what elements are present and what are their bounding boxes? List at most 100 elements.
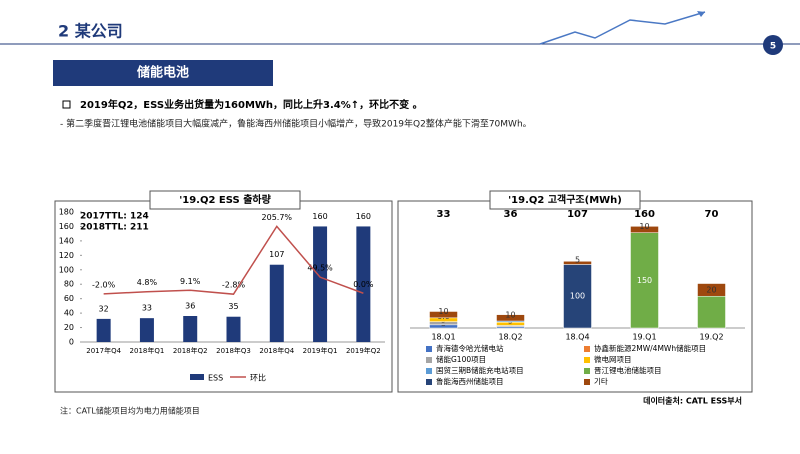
value-label: 4.8% [137,278,158,287]
bar [183,316,198,342]
x-tick-label: 2018年Q2 [173,346,208,355]
legend-swatch [426,357,432,363]
legend-swatch [190,374,204,380]
value-label: 10 [505,310,515,319]
value-label: 35 [228,302,238,311]
value-label: 150 [637,276,652,285]
y-tick-label: 80 [64,280,74,289]
bar-segment [563,261,592,265]
x-tick-label: 2018年Q4 [259,346,294,355]
sub-text: - 第二季度晋江锂电池储能项目大幅度减产，鲁能海西州储能项目小幅增产，导致201… [60,118,532,130]
y-tick-label: 0 [69,338,74,347]
annotation: 2018TTL: 211 [80,223,149,233]
section-title: 2 某公司 [58,22,123,41]
bar-segment [697,295,726,329]
value-label: 10 [639,222,649,231]
page-badge [763,35,783,55]
x-tick-label: 2019年Q1 [303,346,338,355]
x-tick-label: 19.Q2 [699,333,723,342]
y-tick-label: 120 [59,251,74,260]
legend-label: 国贸三期B储能充电站项目 [436,365,524,375]
value-label: 160 [356,212,371,221]
value-label: 36 [185,302,195,311]
bar [313,226,328,342]
banner [53,60,273,86]
legend-swatch [584,368,590,374]
bullet-box [62,100,71,109]
chart-title: '19.Q2 고객구조(MWh) [508,193,622,206]
value-label: 9.1% [180,277,201,286]
value-label: -2.0% [92,280,116,289]
line [103,225,364,295]
x-tick-label: 2017年Q4 [86,346,121,355]
legend-label: 鲁能海西州储能项目 [436,376,504,386]
value-label: -2.8% [222,281,246,290]
bar [269,264,284,342]
total-label: 33 [437,209,451,220]
header-deco [539,11,706,45]
legend-swatch [426,379,432,385]
total-label: 160 [634,209,655,220]
y-tick-label: 160 [59,222,74,231]
x-tick-label: 19.Q1 [632,333,656,342]
legend-label: 青海德令哈光储电站 [436,343,504,353]
legend-label: 기타 [594,377,608,386]
value-label: 10 [438,307,448,316]
legend-label: 环比 [250,373,266,383]
x-tick-label: 18.Q2 [498,333,522,342]
bar-segment [563,264,592,329]
x-tick-label: 18.Q4 [565,333,589,342]
legend-swatch [584,357,590,363]
bar-segment [496,314,525,322]
y-tick-label: 140 [59,236,74,245]
page-number: 5 [770,42,776,52]
footnote: 注：CATL储能项目均为电力用储能项目 [60,406,200,416]
legend-swatch [426,368,432,374]
y-tick-label: 100 [59,265,74,274]
legend-label: 协鑫新能源2MW/4MWh储能项目 [594,343,706,353]
x-tick-label: 18.Q1 [431,333,455,342]
y-tick-label: 60 [64,294,74,303]
bullet-text: 2019年Q2，ESS业务出货量为160MWh，同比上升3.4%↑，环比不变 。 [80,98,423,111]
total-label: 70 [705,209,719,220]
chart-title-box [489,190,641,210]
value-label: 5 [575,255,580,264]
legend-label: 晋江锂电池储能项目 [594,365,662,375]
value-label: 33 [142,304,152,313]
total-label: 107 [567,209,588,220]
header-arrow [697,11,705,17]
y-tick-label: 180 [59,208,74,217]
source: 데이터출처: CATL ESS부서 [643,396,742,406]
value-label: 205.7% [262,213,293,222]
chart-title-box [149,190,301,210]
chart-title: '19.Q2 ESS 출하량 [179,193,271,206]
banner-text: 储能电池 [136,65,189,81]
legend-label: ESS [208,374,223,383]
value-label: 20 [706,285,716,294]
bar [139,318,154,342]
value-label: 49.5% [307,264,333,273]
y-tick-label: 40 [64,309,74,318]
y-tick-label: 20 [64,323,74,332]
bar [356,226,371,342]
bar [96,318,111,342]
value-label: 107 [269,250,284,259]
legend-label: 储能G100项目 [436,354,486,364]
bar-segment [697,283,726,297]
bar-segment [429,311,458,319]
value-label: 100 [570,292,585,301]
value-label: 32 [99,304,109,313]
legend-swatch [584,379,590,385]
bar [226,316,241,342]
x-tick-label: 2018年Q1 [130,346,165,355]
legend-swatch [584,346,590,352]
total-label: 36 [504,209,518,220]
annotation: 2017TTL: 124 [80,212,149,222]
legend-label: 微电网项目 [594,354,632,364]
x-tick-label: 2018年Q3 [216,346,251,355]
legend-swatch [426,346,432,352]
x-tick-label: 2019年Q2 [346,346,381,355]
bar-segment [630,232,659,329]
value-label: 160 [312,212,327,221]
